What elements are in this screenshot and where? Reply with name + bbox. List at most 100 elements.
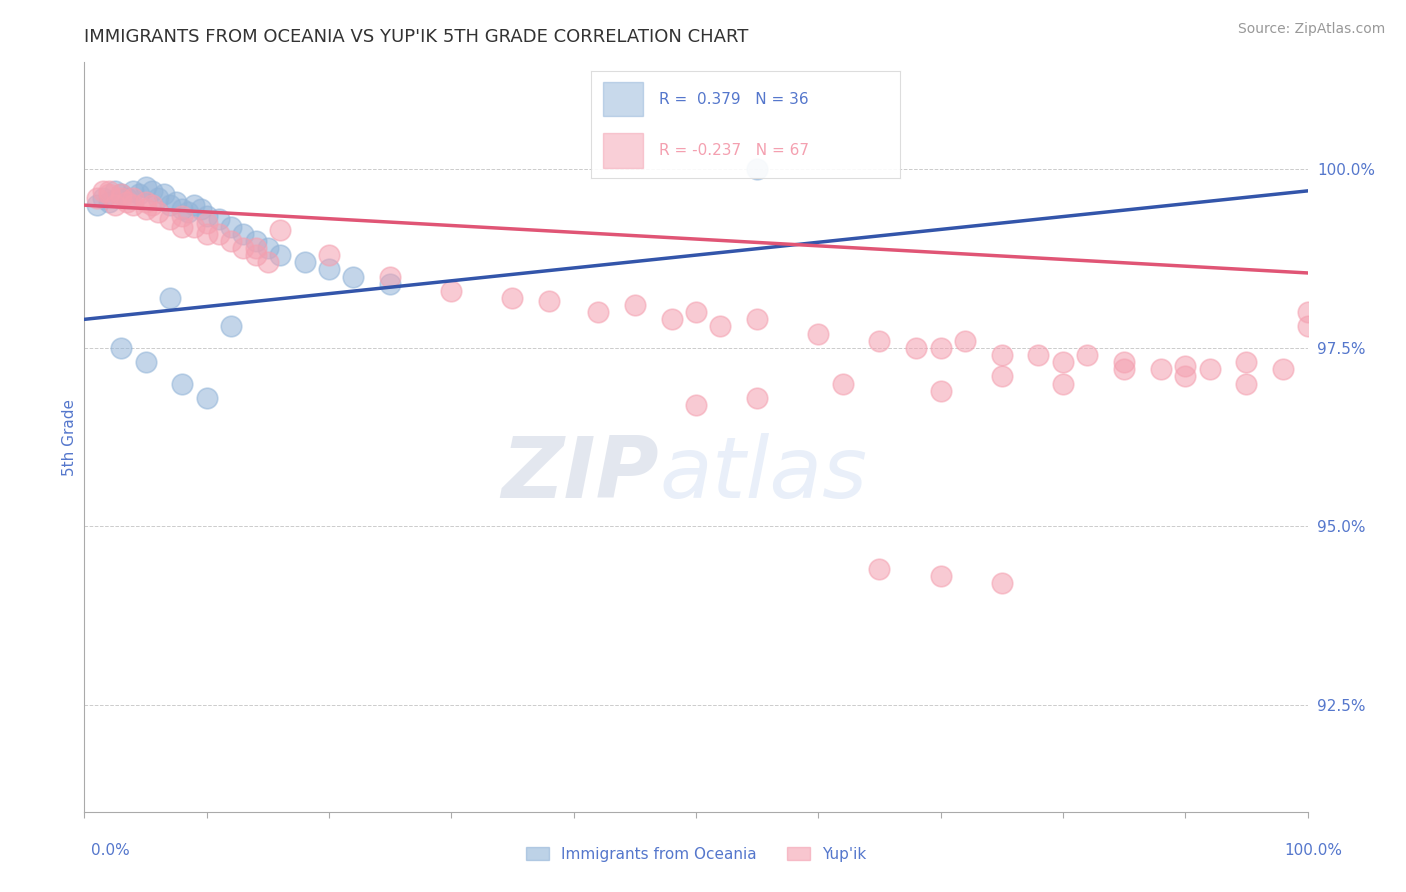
Point — [342, 269, 364, 284]
Point — [232, 241, 254, 255]
Point — [869, 334, 891, 348]
Point — [869, 562, 891, 576]
Point — [183, 219, 205, 234]
Point — [257, 255, 280, 269]
Point — [135, 202, 157, 216]
Point — [953, 334, 976, 348]
Point — [991, 348, 1014, 362]
Point — [159, 198, 181, 212]
Point — [1114, 355, 1136, 369]
Point — [929, 341, 952, 355]
Point — [122, 184, 145, 198]
Point — [195, 227, 218, 241]
Text: 100.0%: 100.0% — [1285, 843, 1343, 858]
Bar — [603, 134, 643, 168]
Point — [172, 219, 194, 234]
Point — [1174, 369, 1197, 384]
Point — [110, 187, 132, 202]
Point — [183, 198, 205, 212]
Point — [146, 191, 169, 205]
Point — [172, 202, 194, 216]
Legend: Immigrants from Oceania, Yup'ik: Immigrants from Oceania, Yup'ik — [519, 840, 873, 868]
Point — [135, 180, 157, 194]
Point — [86, 198, 108, 212]
Point — [153, 187, 176, 202]
Point — [1272, 362, 1295, 376]
Point — [269, 223, 291, 237]
Point — [294, 255, 316, 269]
Point — [115, 194, 138, 209]
Text: ZIP: ZIP — [502, 433, 659, 516]
Point — [1236, 355, 1258, 369]
Point — [219, 234, 242, 248]
Point — [219, 219, 242, 234]
Point — [91, 184, 114, 198]
Point — [380, 269, 402, 284]
Point — [232, 227, 254, 241]
Point — [1198, 362, 1220, 376]
Point — [1150, 362, 1173, 376]
Point — [318, 248, 340, 262]
Point — [159, 291, 181, 305]
Point — [1028, 348, 1050, 362]
Point — [104, 184, 127, 198]
Point — [905, 341, 928, 355]
Point — [380, 277, 402, 291]
Point — [807, 326, 830, 341]
Point — [146, 205, 169, 219]
Point — [1174, 359, 1197, 373]
Point — [586, 305, 609, 319]
Point — [1076, 348, 1098, 362]
Y-axis label: 5th Grade: 5th Grade — [62, 399, 77, 475]
Text: atlas: atlas — [659, 433, 868, 516]
Point — [747, 162, 769, 177]
Point — [86, 191, 108, 205]
Point — [245, 241, 267, 255]
Point — [1296, 319, 1319, 334]
Point — [172, 376, 194, 391]
Point — [257, 241, 280, 255]
Point — [318, 262, 340, 277]
Point — [195, 209, 218, 223]
Point — [128, 187, 150, 202]
Point — [97, 184, 120, 198]
Point — [1296, 305, 1319, 319]
Point — [709, 319, 731, 334]
Point — [141, 184, 163, 198]
Point — [1052, 355, 1074, 369]
Point — [141, 198, 163, 212]
Point — [97, 194, 120, 209]
Point — [1114, 362, 1136, 376]
Point — [831, 376, 853, 391]
Point — [177, 205, 200, 219]
Point — [195, 391, 218, 405]
Point — [110, 187, 132, 202]
Point — [110, 341, 132, 355]
Point — [159, 212, 181, 227]
Text: R = -0.237   N = 67: R = -0.237 N = 67 — [658, 143, 808, 158]
Point — [122, 198, 145, 212]
Point — [97, 187, 120, 202]
Point — [929, 569, 952, 583]
Point — [135, 194, 157, 209]
Point — [747, 391, 769, 405]
Text: R =  0.379   N = 36: R = 0.379 N = 36 — [658, 92, 808, 107]
Point — [122, 191, 145, 205]
Text: 0.0%: 0.0% — [91, 843, 131, 858]
Point — [172, 209, 194, 223]
Bar — [603, 82, 643, 116]
Point — [1052, 376, 1074, 391]
Point — [104, 198, 127, 212]
Point — [685, 398, 707, 412]
Text: Source: ZipAtlas.com: Source: ZipAtlas.com — [1237, 22, 1385, 37]
Point — [269, 248, 291, 262]
Point — [219, 319, 242, 334]
Point — [208, 227, 231, 241]
Point — [190, 202, 212, 216]
Text: IMMIGRANTS FROM OCEANIA VS YUP'IK 5TH GRADE CORRELATION CHART: IMMIGRANTS FROM OCEANIA VS YUP'IK 5TH GR… — [84, 28, 749, 45]
Point — [991, 576, 1014, 591]
Point — [245, 248, 267, 262]
Point — [685, 305, 707, 319]
Point — [538, 294, 561, 309]
Point — [929, 384, 952, 398]
